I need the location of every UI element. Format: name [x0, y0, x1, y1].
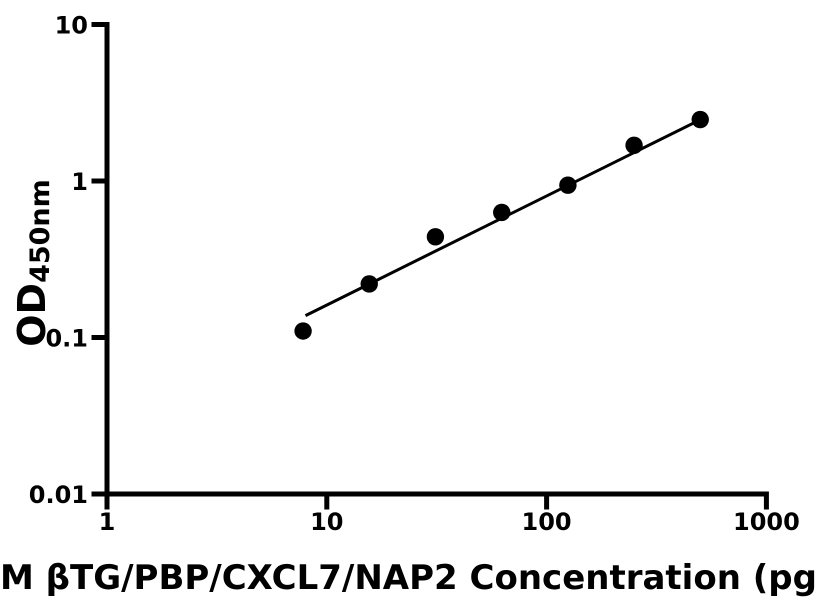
- y-tick-label: 10: [55, 12, 88, 40]
- data-point: [559, 176, 577, 194]
- y-tick-label: 0.1: [45, 325, 88, 353]
- y-tick-label: 0.01: [29, 481, 88, 509]
- x-tick-label: 1: [99, 508, 116, 536]
- data-point: [493, 203, 511, 222]
- x-tick-label: 100: [522, 508, 572, 536]
- data-point: [294, 322, 312, 340]
- data-point: [625, 136, 643, 155]
- x-tick-label: 1000: [733, 508, 800, 536]
- y-axis-title-main: OD: [10, 282, 55, 347]
- x-tick-label: 10: [310, 508, 343, 536]
- data-point: [426, 228, 445, 246]
- y-axis-title-sub: 450nm: [24, 178, 56, 283]
- y-tick-label: 1: [71, 168, 88, 196]
- data-point: [691, 110, 709, 129]
- x-axis-title: M βTG/PBP/CXCL7/NAP2 Concentration (pg/: [0, 558, 816, 598]
- y-axis-title: OD450nm: [2, 178, 62, 347]
- data-point: [360, 275, 378, 293]
